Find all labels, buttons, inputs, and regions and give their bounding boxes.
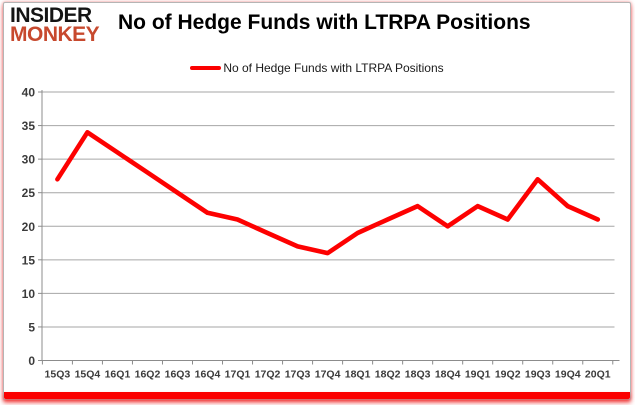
logo-word-monkey: MONKEY bbox=[10, 23, 100, 47]
y-axis-label-30: 30 bbox=[22, 153, 36, 167]
legend-label: No of Hedge Funds with LTRPA Positions bbox=[223, 61, 444, 75]
data-line-hedge-funds bbox=[55, 130, 601, 256]
x-axis-label-19Q2: 19Q2 bbox=[495, 369, 521, 381]
y-axis-label-25: 25 bbox=[22, 186, 36, 200]
x-axis-label-18Q4: 18Q4 bbox=[435, 369, 461, 381]
x-axis-label-16Q2: 16Q2 bbox=[135, 369, 161, 381]
x-axis-label-16Q4: 16Q4 bbox=[195, 369, 221, 381]
insider-monkey-logo: INSIDER MONKEY bbox=[10, 4, 100, 47]
x-axis-label-17Q4: 17Q4 bbox=[315, 369, 341, 381]
y-axis-label-20: 20 bbox=[22, 220, 36, 234]
card-bottom-accent-bar bbox=[4, 392, 630, 399]
y-axis-label-10: 10 bbox=[22, 287, 36, 301]
logo-word-insider: INSIDER bbox=[10, 4, 92, 27]
x-axis-label-19Q1: 19Q1 bbox=[465, 369, 491, 381]
x-axis-label-16Q3: 16Q3 bbox=[165, 369, 191, 381]
legend-line-swatch bbox=[190, 66, 222, 70]
x-axis-label-17Q3: 17Q3 bbox=[285, 369, 311, 381]
line-chart-plot: 0 5 10 15 20 25 30 35 40 15Q3 15Q4 16Q1 16Q2 16Q3 16Q4… bbox=[22, 86, 620, 381]
legend: No of Hedge Funds with LTRPA Positions bbox=[4, 61, 630, 75]
x-axis-label-15Q4: 15Q4 bbox=[75, 369, 101, 381]
x-axis-label-18Q1: 18Q1 bbox=[345, 369, 371, 381]
x-axis-label-18Q2: 18Q2 bbox=[375, 369, 401, 381]
y-axis-label-40: 40 bbox=[22, 86, 36, 100]
y-axis-label-0: 0 bbox=[28, 354, 35, 368]
x-axis-label-16Q1: 16Q1 bbox=[105, 369, 131, 381]
x-axis-label-15Q3: 15Q3 bbox=[45, 369, 71, 381]
y-axis-label-15: 15 bbox=[22, 253, 36, 267]
chart-card: INSIDER MONKEY No of Hedge Funds with LT… bbox=[3, 2, 631, 400]
x-axis-label-18Q3: 18Q3 bbox=[405, 369, 431, 381]
y-axis-label-35: 35 bbox=[22, 119, 36, 133]
x-axis-label-19Q4: 19Q4 bbox=[555, 369, 581, 381]
x-axis-label-17Q2: 17Q2 bbox=[255, 369, 281, 381]
y-axis-label-5: 5 bbox=[28, 320, 35, 334]
chart-title: No of Hedge Funds with LTRPA Positions bbox=[118, 11, 531, 34]
x-axis-label-20Q1: 20Q1 bbox=[585, 369, 611, 381]
x-axis-label-17Q1: 17Q1 bbox=[225, 369, 251, 381]
x-axis-label-19Q3: 19Q3 bbox=[525, 369, 551, 381]
